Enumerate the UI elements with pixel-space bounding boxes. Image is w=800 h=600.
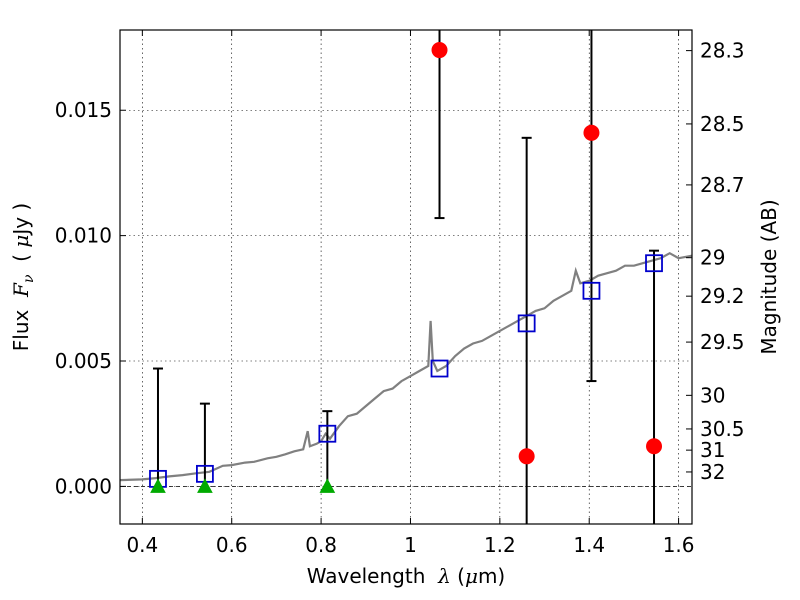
x-tick-label: 0.4: [126, 533, 158, 557]
model-photometry-square: [645, 254, 663, 273]
upper-limit-marker: [319, 478, 336, 493]
grid: [120, 30, 692, 524]
y-tick-label: 0.000: [55, 474, 112, 498]
x-tick-label: 0.8: [305, 533, 337, 557]
magnitude-axis-label: Magnitude (AB): [757, 199, 781, 354]
magnitude-tick-label: 30: [700, 383, 725, 407]
model-photometry-square: [582, 281, 601, 300]
detection-marker: [646, 438, 663, 455]
x-tick-label: 1.6: [663, 533, 695, 557]
x-tick-label: 1: [404, 533, 417, 557]
magnitude-tick-label: 29.5: [700, 330, 745, 354]
magnitude-tick-label: 29: [700, 246, 725, 270]
detection-points: [431, 42, 663, 465]
upper-limit-points: [150, 478, 336, 493]
magnitude-tick-label: 28.3: [700, 39, 745, 63]
model-photometry-square: [318, 424, 337, 443]
x-axis-ticks: 0.4 0.6 0.8 1 1.2 1.4 1.6: [126, 30, 695, 557]
x-tick-label: 1.2: [484, 533, 516, 557]
model-photometry-square: [430, 359, 449, 378]
plot-content: [119, 30, 693, 524]
magnitude-tick-label: 29.2: [700, 284, 745, 308]
magnitude-tick-label: 28.5: [700, 112, 745, 136]
detection-marker: [431, 42, 448, 59]
upper-limit-marker: [197, 478, 213, 493]
error-bars: [152, 30, 660, 524]
model-photometry-square: [517, 314, 536, 333]
y-tick-label: 0.015: [55, 98, 112, 122]
x-axis-label: Wavelength λ (μm): [307, 564, 506, 588]
plot-frame: [119, 29, 693, 525]
x-tick-label: 0.6: [216, 533, 248, 557]
magnitude-tick-label: 32: [700, 460, 725, 484]
detection-marker: [518, 448, 535, 465]
magnitude-tick-label: 28.7: [700, 173, 745, 197]
y-tick-label: 0.005: [55, 349, 112, 373]
x-tick-label: 1.4: [573, 533, 605, 557]
magnitude-tick-label: 31: [700, 438, 725, 462]
magnitude-tick-label: 30.5: [700, 417, 745, 441]
upper-limit-marker: [150, 478, 166, 493]
y-axis-label: Flux Fν ( μJy ): [9, 203, 37, 351]
y-axis-ticks: 0.000 0.005 0.010 0.015: [55, 98, 126, 498]
y-tick-label: 0.010: [55, 224, 112, 248]
detection-marker: [583, 124, 600, 141]
